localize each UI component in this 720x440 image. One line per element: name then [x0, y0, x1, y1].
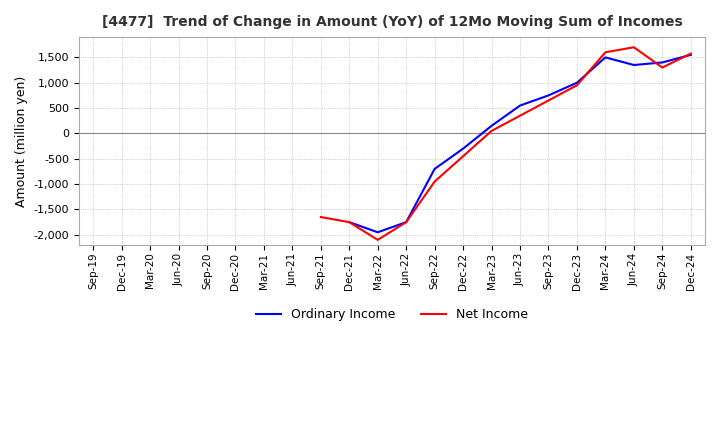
Net Income	[317, 214, 325, 220]
Ordinary Income	[544, 93, 553, 98]
Net Income	[658, 65, 667, 70]
Y-axis label: Amount (million yen): Amount (million yen)	[15, 75, 28, 207]
Net Income	[431, 179, 439, 184]
Ordinary Income	[374, 230, 382, 235]
Ordinary Income	[629, 62, 638, 68]
Ordinary Income	[516, 103, 524, 108]
Net Income	[686, 51, 695, 56]
Ordinary Income	[345, 220, 354, 225]
Ordinary Income	[686, 52, 695, 58]
Net Income	[402, 220, 410, 225]
Net Income	[601, 50, 610, 55]
Ordinary Income	[431, 166, 439, 172]
Ordinary Income	[459, 146, 467, 151]
Net Income	[487, 128, 496, 133]
Net Income	[572, 83, 581, 88]
Title: [4477]  Trend of Change in Amount (YoY) of 12Mo Moving Sum of Incomes: [4477] Trend of Change in Amount (YoY) o…	[102, 15, 683, 29]
Ordinary Income	[402, 220, 410, 225]
Ordinary Income	[487, 123, 496, 128]
Net Income	[516, 113, 524, 118]
Net Income	[459, 154, 467, 159]
Net Income	[345, 220, 354, 225]
Net Income	[544, 98, 553, 103]
Ordinary Income	[601, 55, 610, 60]
Line: Net Income: Net Income	[321, 47, 690, 240]
Net Income	[374, 237, 382, 242]
Net Income	[629, 44, 638, 50]
Legend: Ordinary Income, Net Income: Ordinary Income, Net Income	[251, 303, 533, 326]
Ordinary Income	[658, 60, 667, 65]
Line: Ordinary Income: Ordinary Income	[349, 55, 690, 232]
Ordinary Income	[572, 80, 581, 85]
